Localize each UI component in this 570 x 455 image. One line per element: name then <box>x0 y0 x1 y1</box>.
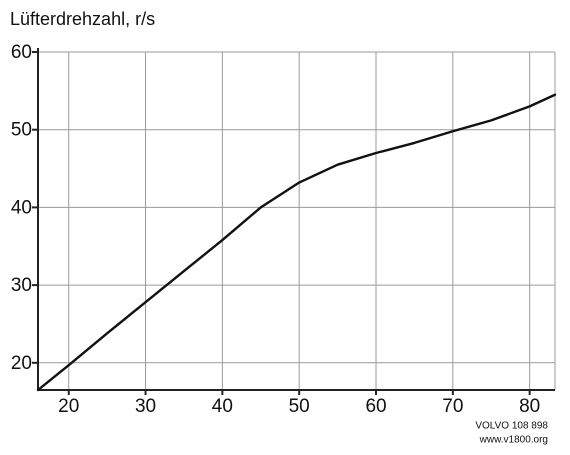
x-tick-label: 30 <box>135 396 156 417</box>
x-tick-label: 20 <box>58 396 79 417</box>
chart-title: Lüfterdrehzahl, r/s <box>10 9 155 29</box>
y-tick-label: 40 <box>11 197 32 218</box>
x-tick-label: 40 <box>212 396 233 417</box>
data-line <box>36 93 557 392</box>
x-tick-label: 70 <box>442 396 463 417</box>
source-note: VOLVO 108 898 <box>475 421 548 432</box>
y-tick-label: 50 <box>11 120 32 141</box>
x-tick-label: 60 <box>365 396 386 417</box>
y-tick-label: 30 <box>11 275 32 296</box>
y-tick-label: 60 <box>11 42 32 63</box>
y-tick-label: 20 <box>11 353 32 374</box>
source-note: www.v1800.org <box>479 435 548 446</box>
x-tick-label: 80 <box>519 396 540 417</box>
x-tick-label: 50 <box>289 396 310 417</box>
